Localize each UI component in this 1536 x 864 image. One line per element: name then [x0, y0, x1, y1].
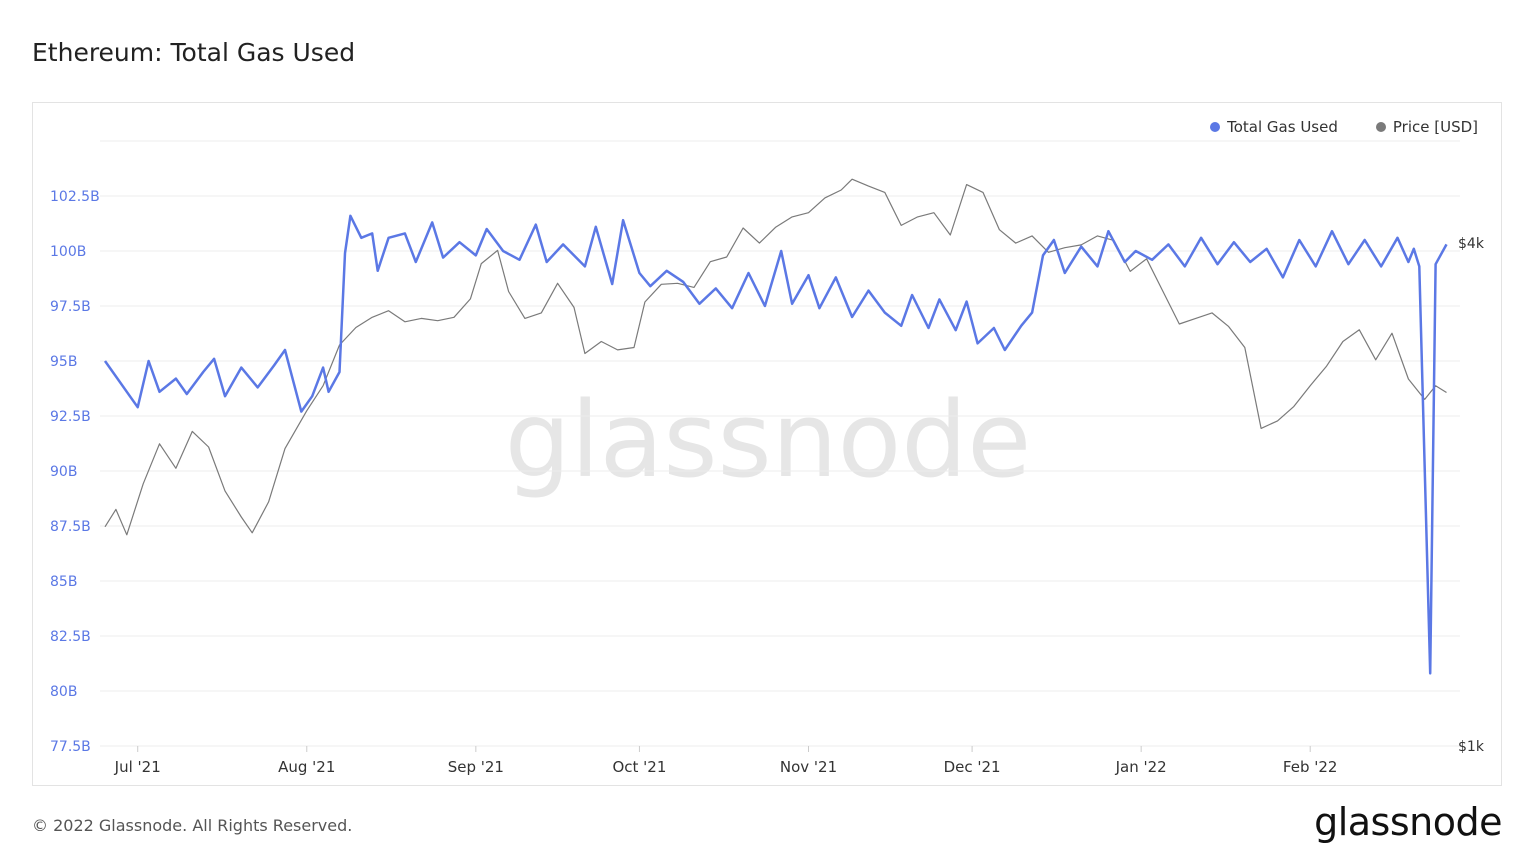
y-tick-label: 95B	[50, 354, 77, 370]
series-line-gas	[103, 214, 1448, 675]
y-tick-label: 77.5B	[50, 739, 91, 755]
legend-label-price: Price [USD]	[1392, 118, 1478, 136]
y-tick-label: 87.5B	[50, 519, 91, 535]
x-tick-label: Jan '22	[1115, 758, 1167, 776]
y-tick-label: 85B	[50, 574, 77, 590]
y-tick-label: 102.5B	[50, 189, 100, 205]
x-tick-label: Sep '21	[448, 758, 504, 776]
chart-legend: Total Gas Used Price [USD]	[1210, 118, 1478, 136]
y-right-tick-label: $1k	[1458, 739, 1485, 755]
legend-item-price[interactable]: Price [USD]	[1375, 118, 1478, 136]
y-right-tick-label: $4k	[1458, 236, 1485, 252]
y-tick-label: 100B	[50, 244, 86, 260]
watermark: glassnode	[505, 379, 1032, 501]
legend-dot-gas	[1210, 122, 1221, 132]
legend-item-gas[interactable]: Total Gas Used	[1210, 118, 1338, 136]
brand-logo: glassnode	[1314, 800, 1502, 844]
y-tick-label: 80B	[50, 684, 77, 700]
y-tick-label: 97.5B	[50, 299, 91, 315]
x-tick-label: Dec '21	[944, 758, 1001, 776]
y-tick-label: 82.5B	[50, 629, 91, 645]
x-tick-label: Aug '21	[278, 758, 335, 776]
legend-label-gas: Total Gas Used	[1227, 118, 1338, 136]
x-tick-label: Nov '21	[780, 758, 837, 776]
y-tick-label: 92.5B	[50, 409, 91, 425]
copyright-footer: © 2022 Glassnode. All Rights Reserved.	[32, 816, 353, 835]
y-tick-label: 90B	[50, 464, 77, 480]
chart-panel	[32, 102, 1502, 786]
x-tick-label: Feb '22	[1283, 758, 1338, 776]
page-title: Ethereum: Total Gas Used	[32, 38, 356, 67]
x-tick-label: Jul '21	[114, 758, 161, 776]
x-tick-label: Oct '21	[612, 758, 666, 776]
legend-dot-price	[1375, 122, 1386, 132]
